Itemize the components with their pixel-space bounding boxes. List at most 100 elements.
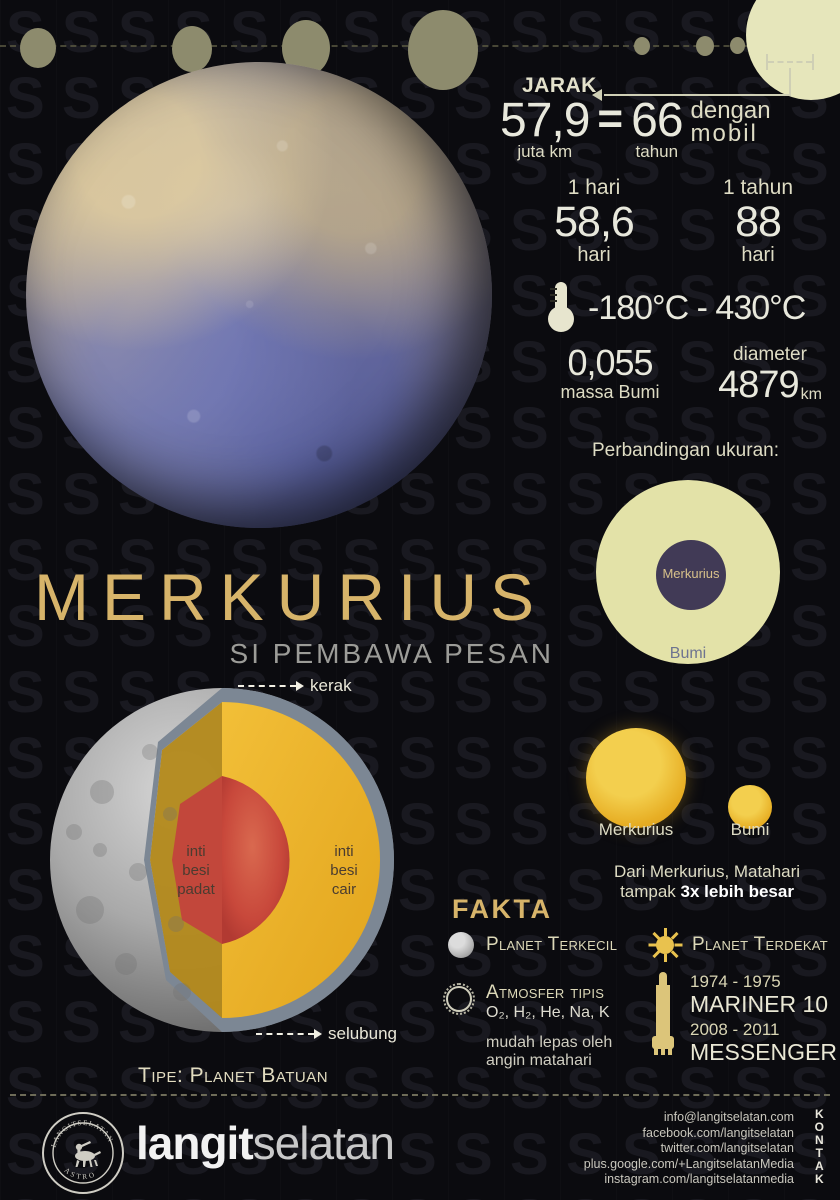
mission-1-years: 1974 - 1975	[690, 972, 781, 991]
size-comparison-heading: Perbandingan ukuran:	[592, 440, 779, 461]
jarak-label: JARAK	[522, 74, 597, 97]
day-value: 58,6	[554, 198, 635, 246]
temperature-row: -180°C - 430°C	[548, 282, 806, 334]
solar-system-strip	[0, 0, 840, 101]
small-planet-icon	[448, 932, 474, 958]
mini-planet-2	[172, 26, 212, 72]
kontak-letter-1: O	[814, 1120, 824, 1134]
brand-wordmark: langitselatan	[136, 1117, 395, 1169]
earth-size-label: Bumi	[669, 645, 707, 662]
mantle-callout-label: selubung	[328, 1024, 398, 1043]
contact-list: info@langitselatan.com facebook.com/lang…	[464, 1110, 794, 1188]
footer-divider-top	[10, 1094, 830, 1096]
cutaway-craters	[66, 744, 191, 1001]
mass-value: 0,055	[567, 342, 653, 383]
mission-2-name: MESSENGER	[690, 1039, 837, 1065]
mercury-surface-texture	[26, 62, 492, 528]
core-liquid-line2: besi	[330, 862, 358, 879]
mini-planet-7	[730, 37, 745, 54]
core-solid-line1: inti	[186, 843, 205, 860]
logo-outer-text: LANGITSELATAN	[50, 1119, 114, 1148]
sun-comparison-caption: Dari Merkurius, Matahari tampak 3x lebih…	[576, 862, 838, 902]
crust-callout-label: kerak	[310, 676, 352, 695]
sun-icon	[648, 928, 683, 962]
distance-dimension-marker	[766, 54, 816, 70]
sun-from-earth-circle	[728, 785, 772, 829]
rotation-stat: 1 hari 58,6 hari	[524, 176, 664, 267]
contact-twitter[interactable]: twitter.com/langitselatan	[660, 1141, 794, 1155]
temperature-range: -180°C - 430°C	[588, 288, 806, 327]
fact-atmosphere: Atmosfer tipis O₂, H₂, He, Na, K mudah l…	[443, 982, 613, 1070]
diameter-stat: diameter 4879 km	[690, 344, 840, 404]
contact-instagram[interactable]: instagram.com/langitselatanmedia	[604, 1172, 794, 1186]
sun-caption-line1: Dari Merkurius, Matahari	[613, 862, 801, 881]
mini-planet-6	[696, 36, 714, 56]
page-subtitle: SI PEMBAWA PESAN	[229, 638, 554, 669]
cutaway-mantle-layer	[222, 702, 380, 1018]
cutaway-core-face	[172, 776, 222, 944]
core-solid-line2: besi	[182, 862, 210, 879]
cutaway-svg: inti besi padat inti besi cair	[50, 688, 394, 1032]
page-title: MERKURIUS	[34, 560, 548, 634]
crust-callout: kerak	[238, 676, 352, 696]
thermometer-icon	[548, 282, 574, 334]
core-solid-line3: padat	[177, 881, 215, 898]
kontak-letter-2: N	[814, 1133, 824, 1147]
mini-planet-4	[408, 10, 478, 90]
distance-block: JARAK 57,9 juta km = 66 tahun dengan mob…	[500, 74, 830, 162]
orbit-stat: 1 tahun 88 hari	[688, 176, 828, 267]
brand-light: selatan	[252, 1117, 395, 1169]
distance-leader-horizontal	[604, 94, 791, 96]
sun-caption-line2-plain: tampak	[620, 882, 681, 901]
logo-centaur-figure	[75, 1141, 101, 1167]
svg-text:LANGITSELATAN: LANGITSELATAN	[50, 1119, 115, 1148]
contact-googleplus[interactable]: plus.google.com/+LangitselatanMedia	[583, 1156, 794, 1171]
mantle-callout: selubung	[256, 1024, 397, 1044]
fakta-heading: FAKTA	[452, 894, 553, 924]
fact-closest-planet-label: Planet Terdekat	[692, 934, 829, 955]
langitselatan-logo: LANGITSELATAN ASTRO	[42, 1112, 124, 1194]
distance-value: 57,9	[500, 94, 590, 147]
core-liquid-line3: cair	[332, 881, 356, 898]
sun-from-mercury-circle	[586, 728, 686, 828]
mercury-cutaway-diagram: inti besi padat inti besi cair kerak se	[30, 672, 440, 1064]
travel-years-unit: tahun	[635, 142, 679, 161]
atmosphere-icon	[443, 983, 475, 1015]
kontak-vertical-label: K O N T A K	[815, 1108, 824, 1186]
atmosphere-note-line1: mudah lepas oleh	[486, 1034, 613, 1051]
core-liquid-line1: inti	[334, 843, 353, 860]
mini-planet-1	[20, 28, 56, 68]
kontak-letter-0: K	[814, 1107, 824, 1121]
mercury-planet-image	[26, 62, 492, 528]
logo-svg: LANGITSELATAN ASTRO	[50, 1119, 115, 1184]
mercury-size-circle	[656, 540, 726, 610]
contact-email[interactable]: info@langitselatan.com	[663, 1110, 794, 1124]
cutaway-solid-core	[222, 776, 290, 944]
travel-mode-line1: dengan	[690, 97, 771, 124]
diameter-unit: km	[800, 386, 822, 403]
kontak-letter-4: A	[814, 1159, 824, 1173]
contact-facebook[interactable]: facebook.com/langitselatan	[642, 1125, 794, 1140]
diameter-value: 4879	[718, 364, 800, 406]
fact-smallest-planet-label: Planet Terkecil	[486, 934, 618, 955]
mercury-size-label: Merkurius	[662, 566, 720, 581]
spacecraft-icon	[650, 972, 676, 1056]
mini-planet-5	[634, 37, 650, 55]
year-value: 88	[735, 198, 782, 246]
fact-smallest-planet: Planet Terkecil	[448, 932, 617, 958]
sun-earth-label: Bumi	[730, 820, 770, 839]
fact-closest-planet: Planet Terdekat	[648, 928, 828, 962]
year-unit: hari	[741, 244, 775, 266]
travel-mode-line2: mobil	[690, 120, 758, 147]
mass-stat: 0,055 massa Bumi	[530, 344, 690, 403]
travel-years-value: 66	[631, 94, 683, 147]
mission-1-name: MARINER 10	[690, 991, 829, 1017]
diameter-caption: diameter	[733, 344, 807, 365]
distance-unit: juta km	[517, 142, 573, 161]
planet-type-line: Tipe: Planet Batuan	[138, 1064, 329, 1087]
kontak-letter-3: T	[815, 1146, 823, 1160]
kontak-letter-5: K	[814, 1172, 824, 1186]
equals-sign: =	[597, 94, 624, 143]
mass-unit: massa Bumi	[560, 382, 660, 402]
year-caption: 1 tahun	[722, 176, 794, 199]
